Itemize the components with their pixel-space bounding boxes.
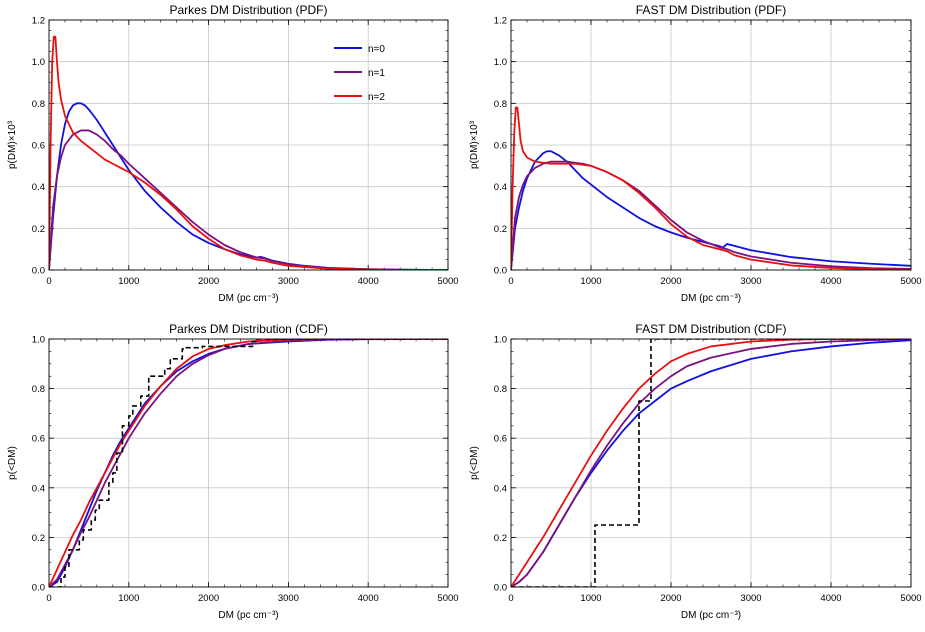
x-tick-label: 0 bbox=[46, 276, 51, 287]
legend-label: n=0 bbox=[368, 44, 385, 55]
series-line-n2 bbox=[49, 35, 448, 270]
x-tick-label: 3000 bbox=[278, 593, 299, 604]
x-tick-label: 1000 bbox=[580, 593, 601, 604]
y-tick-label: 0.2 bbox=[494, 224, 507, 235]
y-tick-label: 0.2 bbox=[32, 224, 45, 235]
y-tick-label: 1.2 bbox=[494, 16, 507, 27]
series-line-n0 bbox=[49, 339, 448, 587]
x-tick-label: 5000 bbox=[900, 276, 921, 287]
x-tick-label: 3000 bbox=[278, 276, 299, 287]
x-tick-label: 0 bbox=[508, 593, 513, 604]
y-tick-label: 0.2 bbox=[32, 533, 45, 544]
y-axis-label: p(<DM) bbox=[7, 446, 18, 480]
x-axis-label: DM (pc cm⁻³) bbox=[681, 610, 741, 621]
y-tick-label: 0.4 bbox=[32, 182, 45, 193]
y-tick-label: 0.8 bbox=[32, 99, 45, 110]
y-axis-label: p(<DM) bbox=[469, 446, 480, 480]
y-tick-label: 1.2 bbox=[32, 16, 45, 27]
chart-title: Parkes DM Distribution (PDF) bbox=[169, 3, 327, 17]
x-tick-label: 4000 bbox=[820, 593, 841, 604]
y-tick-label: 0.4 bbox=[494, 483, 507, 494]
y-tick-label: 0.8 bbox=[494, 384, 507, 395]
x-tick-label: 0 bbox=[508, 276, 513, 287]
chart-title: FAST DM Distribution (PDF) bbox=[636, 3, 786, 17]
observed-cdf-step bbox=[511, 339, 911, 587]
chart-title: FAST DM Distribution (CDF) bbox=[635, 322, 786, 336]
legend: n=0 n=1 n=2 bbox=[334, 44, 385, 103]
x-axis-label: DM (pc cm⁻³) bbox=[218, 610, 278, 621]
y-tick-label: 0.4 bbox=[494, 182, 507, 193]
series-line-n0 bbox=[511, 339, 911, 587]
y-axis-label: p(DM)×10³ bbox=[7, 120, 18, 169]
y-tick-label: 1.0 bbox=[32, 335, 45, 346]
series-line-n2 bbox=[511, 106, 911, 270]
x-tick-label: 5000 bbox=[900, 593, 921, 604]
x-tick-label: 2000 bbox=[198, 276, 219, 287]
x-tick-label: 5000 bbox=[437, 593, 458, 604]
x-tick-label: 4000 bbox=[358, 593, 379, 604]
x-tick-label: 5000 bbox=[437, 276, 458, 287]
y-tick-label: 0.0 bbox=[32, 266, 45, 277]
legend-label: n=2 bbox=[368, 92, 385, 103]
x-axis-label: DM (pc cm⁻³) bbox=[681, 293, 741, 304]
chart-title: Parkes DM Distribution (CDF) bbox=[169, 322, 328, 336]
x-tick-label: 3000 bbox=[740, 593, 761, 604]
series-line-n0 bbox=[511, 150, 911, 270]
x-tick-label: 2000 bbox=[198, 593, 219, 604]
y-tick-label: 0.6 bbox=[32, 434, 45, 445]
series-line-n2 bbox=[511, 339, 911, 587]
legend-label: n=1 bbox=[368, 68, 385, 79]
y-tick-label: 0.8 bbox=[494, 99, 507, 110]
series-line-n1 bbox=[511, 339, 911, 587]
plot-frame bbox=[48, 338, 449, 588]
y-tick-label: 0.8 bbox=[32, 384, 45, 395]
series-line-n2 bbox=[49, 339, 448, 587]
plot-frame bbox=[510, 19, 912, 271]
chart-panel-4: 0 1000 2000 3000 4000 5000 0.0 0.2 0.4 0.6 0.8 1.0 F… bbox=[469, 322, 922, 621]
series-group bbox=[511, 339, 911, 587]
series-group bbox=[511, 106, 911, 270]
series-line-n1 bbox=[49, 339, 448, 587]
x-tick-label: 3000 bbox=[740, 276, 761, 287]
y-tick-label: 0.6 bbox=[494, 141, 507, 152]
x-tick-label: 1000 bbox=[118, 276, 139, 287]
chart-panel-3: 0 1000 2000 3000 4000 5000 0.0 0.2 0.4 0.6 0.8 1.0 P… bbox=[7, 322, 459, 621]
plot-frame bbox=[48, 19, 449, 271]
observed-cdf-step bbox=[49, 339, 448, 587]
chart-panel-2: 0 1000 2000 3000 4000 5000 0.0 0.2 0.4 0.6 0.8 1.0 1… bbox=[469, 3, 922, 304]
y-tick-label: 0.0 bbox=[494, 266, 507, 277]
series-line-n1 bbox=[49, 129, 448, 270]
plot-frame bbox=[510, 338, 912, 588]
y-tick-label: 1.0 bbox=[32, 57, 45, 68]
y-tick-label: 0.2 bbox=[494, 533, 507, 544]
y-tick-label: 0.6 bbox=[494, 434, 507, 445]
y-tick-label: 0.6 bbox=[32, 141, 45, 152]
y-tick-label: 0.0 bbox=[494, 583, 507, 594]
x-tick-label: 2000 bbox=[660, 593, 681, 604]
series-line-n1 bbox=[511, 160, 911, 270]
y-tick-label: 1.0 bbox=[494, 57, 507, 68]
y-tick-label: 0.4 bbox=[32, 483, 45, 494]
y-tick-label: 1.0 bbox=[494, 335, 507, 346]
y-axis-label: p(DM)×10³ bbox=[469, 120, 480, 169]
y-tick-label: 0.0 bbox=[32, 583, 45, 594]
x-tick-label: 0 bbox=[46, 593, 51, 604]
series-group bbox=[49, 35, 448, 270]
x-tick-label: 4000 bbox=[358, 276, 379, 287]
series-group bbox=[49, 339, 448, 587]
x-axis-label: DM (pc cm⁻³) bbox=[218, 293, 278, 304]
x-tick-label: 2000 bbox=[660, 276, 681, 287]
chart-panel-1: 0 1000 2000 3000 4000 5000 0.0 0.2 0.4 0.6 0.8 1.0 1… bbox=[7, 3, 459, 304]
x-tick-label: 4000 bbox=[820, 276, 841, 287]
x-tick-label: 1000 bbox=[580, 276, 601, 287]
x-tick-label: 1000 bbox=[118, 593, 139, 604]
